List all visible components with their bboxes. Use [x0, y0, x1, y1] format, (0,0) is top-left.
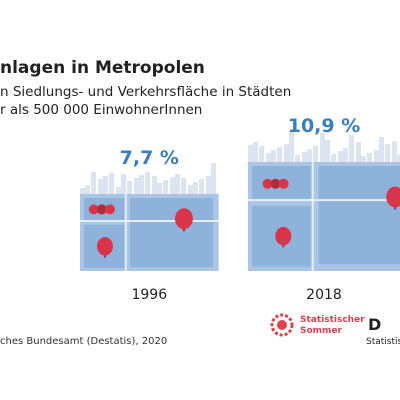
building — [374, 150, 379, 162]
year-label: 2018 — [306, 287, 342, 303]
building — [349, 135, 354, 162]
logo-text: Sommer — [300, 326, 343, 336]
building — [157, 183, 162, 194]
building — [295, 155, 300, 162]
building — [253, 142, 258, 162]
bush — [262, 178, 273, 189]
building — [139, 175, 144, 194]
logo-text: D — [368, 315, 381, 334]
logo-text: Statistischer — [300, 315, 365, 325]
building — [98, 179, 103, 194]
building — [127, 181, 132, 194]
building — [313, 146, 318, 162]
skyline — [80, 163, 216, 194]
building — [397, 155, 400, 162]
logo-icon — [277, 320, 287, 330]
building — [361, 156, 366, 162]
logo-icon — [270, 313, 294, 337]
building — [259, 146, 264, 162]
building — [175, 174, 180, 194]
building — [134, 178, 139, 194]
subtitle: n Siedlungs- und Verkehrsfläche in Städt… — [0, 84, 291, 100]
building — [277, 147, 282, 162]
bush — [270, 178, 281, 189]
building — [188, 185, 193, 194]
building — [289, 131, 294, 162]
building — [284, 144, 289, 162]
parcel — [318, 166, 400, 265]
building — [331, 154, 336, 162]
building — [367, 153, 372, 162]
parcel — [129, 198, 214, 268]
building — [320, 133, 325, 162]
building — [211, 163, 216, 194]
building — [392, 141, 397, 162]
building — [385, 144, 390, 162]
building — [103, 176, 108, 194]
skyline — [248, 131, 400, 162]
bush — [278, 178, 289, 189]
building — [121, 174, 126, 194]
bush — [88, 204, 99, 215]
building — [163, 180, 168, 194]
tree — [386, 186, 400, 208]
value-label: 7,7 % — [120, 147, 179, 169]
building — [170, 177, 175, 194]
chart-title: nlagen in Metropolen — [0, 58, 205, 78]
tree — [96, 237, 113, 256]
year-label: 1996 — [131, 287, 167, 303]
building — [271, 150, 276, 162]
tree — [174, 208, 193, 229]
building — [325, 140, 330, 162]
building — [116, 187, 121, 194]
building — [193, 182, 198, 194]
building — [109, 173, 114, 194]
building — [307, 149, 312, 162]
building — [145, 172, 150, 194]
building — [206, 176, 211, 194]
tree — [275, 226, 292, 246]
building — [343, 148, 348, 162]
building — [199, 179, 204, 194]
subtitle: r als 500 000 EinwohnerInnen — [0, 102, 202, 118]
building — [356, 142, 361, 162]
building — [181, 178, 186, 194]
building — [338, 151, 343, 162]
building — [379, 137, 384, 162]
bush — [104, 204, 115, 215]
building — [266, 153, 271, 162]
source: ches Bundesamt (Destatis), 2020 — [0, 336, 167, 347]
value-label: 10,9 % — [288, 115, 361, 137]
building — [302, 152, 307, 162]
building — [85, 185, 90, 194]
building — [248, 145, 253, 162]
logo-text: Statistisc — [366, 337, 400, 347]
building — [91, 172, 96, 194]
logo: Statistischer Sommer D Statistisc — [270, 313, 400, 347]
building — [80, 188, 85, 194]
bush — [96, 204, 107, 215]
building — [152, 176, 157, 194]
